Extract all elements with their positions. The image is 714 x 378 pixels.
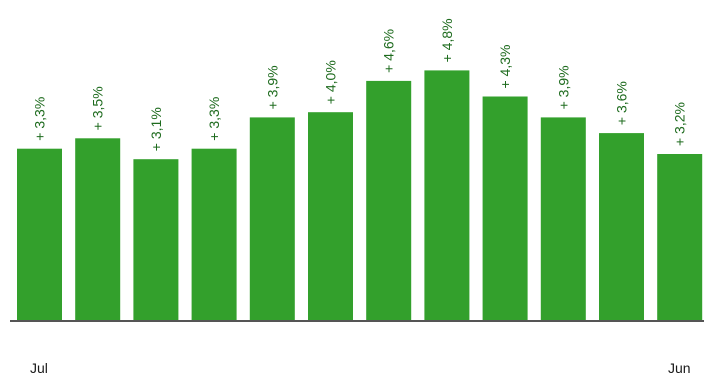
data-label-jul: + 3,3% <box>32 97 48 141</box>
bar-may <box>599 133 644 321</box>
data-label-aug: + 3,5% <box>90 86 106 130</box>
data-label-nov: + 3,9% <box>264 65 280 109</box>
data-label-mar: + 4,3% <box>497 45 513 89</box>
data-label-sep: + 3,1% <box>148 107 164 151</box>
data-labels-group: + 3,3% + 3,5% + 3,1% + 3,3% + 3,9% + 4,0% + 4,… <box>32 18 688 151</box>
bar-apr <box>540 117 586 322</box>
bar-mar <box>482 96 528 321</box>
bar-aug <box>75 138 121 321</box>
data-label-jun: + 3,2% <box>672 102 688 146</box>
bar-jul <box>17 148 62 321</box>
bar-sep <box>133 159 179 321</box>
data-label-dec: + 4,0% <box>323 60 339 104</box>
x-tick-label-last: Jun <box>668 360 691 376</box>
x-tick-label-first: Jul <box>30 360 48 376</box>
bar-jan <box>366 80 412 322</box>
bar-nov <box>249 117 295 322</box>
bar-jun <box>657 154 703 321</box>
data-label-feb: + 4,8% <box>439 18 455 62</box>
data-label-apr: + 3,9% <box>555 65 571 109</box>
bar-dec <box>308 112 353 321</box>
bars-group <box>17 70 703 322</box>
bar-feb <box>424 70 470 322</box>
bar-oct <box>191 148 237 321</box>
data-label-jan: + 4,6% <box>381 29 397 73</box>
data-label-may: + 3,6% <box>614 81 630 125</box>
data-label-oct: + 3,3% <box>206 97 222 141</box>
